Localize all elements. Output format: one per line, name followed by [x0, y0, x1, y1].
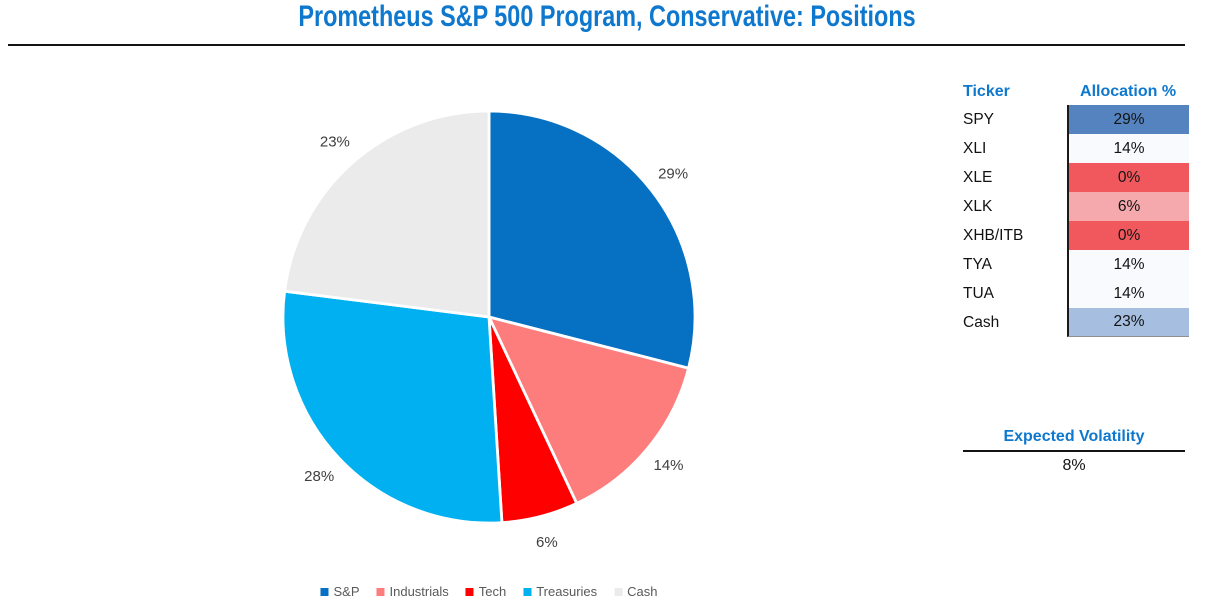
allocation-value-cell: 29%	[1067, 105, 1189, 134]
ticker-cell: Cash	[963, 313, 1000, 331]
volatility-title: Expected Volatility	[963, 428, 1185, 452]
legend-label: Industrials	[389, 584, 449, 599]
pie-slice-label: 23%	[320, 134, 350, 151]
table-row: SPY 29%	[961, 105, 1189, 134]
legend-swatch-icon	[320, 587, 329, 596]
legend-swatch-icon	[614, 587, 623, 596]
allocation-value-cell: 6%	[1067, 192, 1189, 221]
table-row: Cash 23%	[961, 308, 1189, 337]
allocation-value-cell: 23%	[1067, 308, 1189, 337]
legend-swatch-icon	[523, 587, 532, 596]
ticker-cell: XLK	[963, 197, 993, 215]
table-row: XLK 6%	[961, 192, 1189, 221]
legend-label: Tech	[478, 584, 507, 599]
pie-slice-label: 28%	[304, 468, 334, 485]
pie-slice-cash	[283, 109, 491, 319]
legend-swatch-icon	[376, 587, 385, 596]
chart-legend: S&P Industrials Tech Treasuries Cash	[320, 584, 658, 599]
table-row: XLI 14%	[961, 134, 1189, 163]
ticker-cell: TYA	[963, 255, 992, 273]
table-header-row: Ticker Allocation %	[961, 79, 1189, 105]
allocation-value-cell: 14%	[1067, 134, 1189, 163]
ticker-column-header: Ticker	[963, 83, 1010, 100]
volatility-section: Expected Volatility 8%	[963, 428, 1185, 475]
pie-slice-label: 14%	[653, 457, 683, 474]
pie-slice-treasuries	[281, 289, 504, 525]
allocation-value-cell: 0%	[1067, 163, 1189, 192]
legend-label: Cash	[627, 584, 658, 599]
legend-swatch-icon	[465, 587, 474, 596]
legend-item-treasuries: Treasuries	[523, 584, 597, 599]
ticker-cell: TUA	[963, 284, 994, 302]
page-title: Prometheus S&P 500 Program, Conservative…	[297, 0, 916, 33]
ticker-cell: XLE	[963, 168, 993, 186]
legend-label: Treasuries	[536, 584, 598, 599]
volatility-value: 8%	[1062, 457, 1086, 474]
table-row: XHB/ITB 0%	[961, 221, 1189, 250]
table-row: XLE 0%	[961, 163, 1189, 192]
legend-item-s-p: S&P	[320, 584, 360, 599]
ticker-cell: XLI	[963, 139, 987, 157]
legend-item-cash: Cash	[614, 584, 658, 599]
table-row: TYA 14%	[961, 250, 1189, 279]
legend-label: S&P	[333, 584, 360, 599]
pie-slice-label: 6%	[536, 534, 558, 551]
allocation-table: Ticker Allocation % SPY 29% XLI 14% XLE 0% XLK…	[961, 79, 1189, 337]
pie-slice-s-p	[487, 109, 697, 370]
title-divider	[8, 44, 1185, 46]
table-row: TUA 14%	[961, 279, 1189, 308]
allocation-column-header: Allocation %	[1080, 83, 1177, 100]
table-body: SPY 29% XLI 14% XLE 0% XLK 6% XHB/ITB 0% TYA 14% TUA…	[961, 105, 1189, 337]
allocation-value-cell: 0%	[1067, 221, 1189, 250]
ticker-cell: XHB/ITB	[963, 226, 1024, 244]
allocation-value-cell: 14%	[1067, 279, 1189, 308]
pie-slice-label: 29%	[658, 166, 688, 183]
ticker-cell: SPY	[963, 110, 995, 128]
legend-item-tech: Tech	[465, 584, 507, 599]
allocation-value-cell: 14%	[1067, 250, 1189, 279]
pie-slice-industrials	[487, 315, 690, 505]
legend-item-industrials: Industrials	[376, 584, 449, 599]
